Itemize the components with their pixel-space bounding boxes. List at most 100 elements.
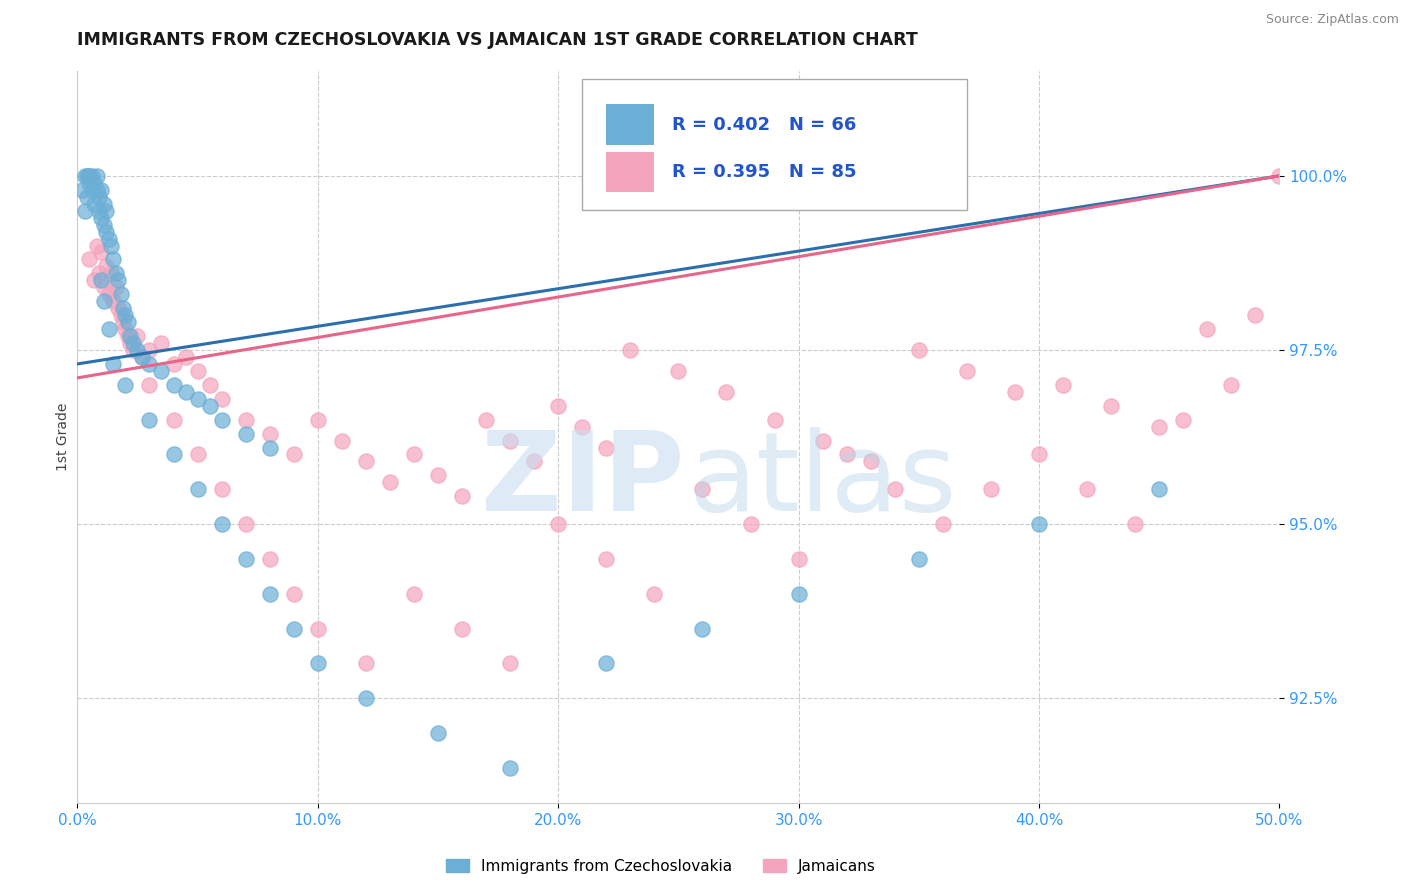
Point — [235, 552, 257, 566]
Point — [499, 761, 522, 775]
Point — [668, 364, 690, 378]
Point — [79, 176, 101, 190]
Point — [283, 448, 305, 462]
Point — [956, 364, 979, 378]
Point — [87, 190, 110, 204]
Point — [111, 301, 134, 316]
Point — [908, 552, 931, 566]
Point — [571, 419, 593, 434]
Point — [114, 322, 136, 336]
Point — [1173, 412, 1195, 426]
Point — [980, 483, 1002, 497]
Point — [354, 454, 377, 468]
Point — [283, 587, 305, 601]
Point — [787, 587, 810, 601]
Point — [186, 483, 209, 497]
Point — [787, 552, 810, 566]
Point — [138, 357, 160, 371]
Point — [1268, 169, 1291, 183]
FancyBboxPatch shape — [582, 78, 967, 211]
Point — [97, 231, 120, 245]
Point — [73, 169, 96, 183]
Point — [93, 294, 115, 309]
Point — [499, 657, 522, 671]
Text: ZIP: ZIP — [481, 427, 683, 534]
Point — [79, 169, 101, 183]
Point — [79, 252, 101, 267]
Point — [908, 343, 931, 357]
Point — [174, 350, 197, 364]
Point — [427, 468, 450, 483]
Point — [138, 412, 160, 426]
Point — [90, 183, 112, 197]
Point — [104, 280, 127, 294]
Point — [692, 483, 714, 497]
Point — [73, 203, 96, 218]
Point — [402, 448, 425, 462]
Point — [643, 587, 665, 601]
Point — [235, 412, 257, 426]
Point — [523, 454, 546, 468]
Point — [186, 392, 209, 406]
Point — [117, 315, 139, 329]
Point — [96, 225, 118, 239]
Point — [90, 245, 112, 260]
Point — [86, 183, 108, 197]
Point — [104, 266, 127, 280]
Point — [103, 294, 125, 309]
Point — [1028, 448, 1050, 462]
Point — [100, 238, 122, 252]
Point — [1123, 517, 1146, 532]
Point — [283, 622, 305, 636]
FancyBboxPatch shape — [606, 104, 654, 145]
Point — [354, 657, 377, 671]
Point — [86, 169, 108, 183]
Point — [186, 448, 209, 462]
Point — [1244, 308, 1267, 322]
Text: R = 0.395   N = 85: R = 0.395 N = 85 — [672, 163, 856, 181]
Point — [932, 517, 955, 532]
Point — [121, 336, 143, 351]
Legend: Immigrants from Czechoslovakia, Jamaicans: Immigrants from Czechoslovakia, Jamaican… — [440, 853, 882, 880]
Point — [110, 287, 132, 301]
Point — [107, 273, 129, 287]
Point — [259, 426, 281, 441]
Point — [150, 336, 173, 351]
Point — [235, 517, 257, 532]
Text: atlas: atlas — [689, 427, 957, 534]
Point — [120, 336, 142, 351]
Point — [763, 412, 786, 426]
Point — [1052, 377, 1074, 392]
Point — [595, 441, 617, 455]
Point — [451, 622, 474, 636]
Point — [1220, 377, 1243, 392]
Point — [107, 301, 129, 316]
Point — [76, 190, 98, 204]
Point — [114, 308, 136, 322]
Point — [138, 377, 160, 392]
Point — [111, 315, 134, 329]
Point — [131, 350, 153, 364]
Point — [83, 176, 105, 190]
Point — [859, 454, 882, 468]
Point — [211, 483, 233, 497]
Point — [595, 552, 617, 566]
Point — [79, 169, 101, 183]
Point — [1149, 419, 1171, 434]
Point — [114, 377, 136, 392]
Point — [127, 329, 149, 343]
Point — [90, 273, 112, 287]
Point — [475, 412, 498, 426]
Point — [883, 483, 905, 497]
Point — [211, 517, 233, 532]
Point — [162, 357, 184, 371]
Point — [307, 622, 329, 636]
Point — [97, 287, 120, 301]
Point — [1149, 483, 1171, 497]
Point — [93, 196, 115, 211]
Point — [80, 183, 103, 197]
Point — [259, 441, 281, 455]
Point — [1099, 399, 1122, 413]
Point — [259, 552, 281, 566]
Point — [835, 448, 858, 462]
